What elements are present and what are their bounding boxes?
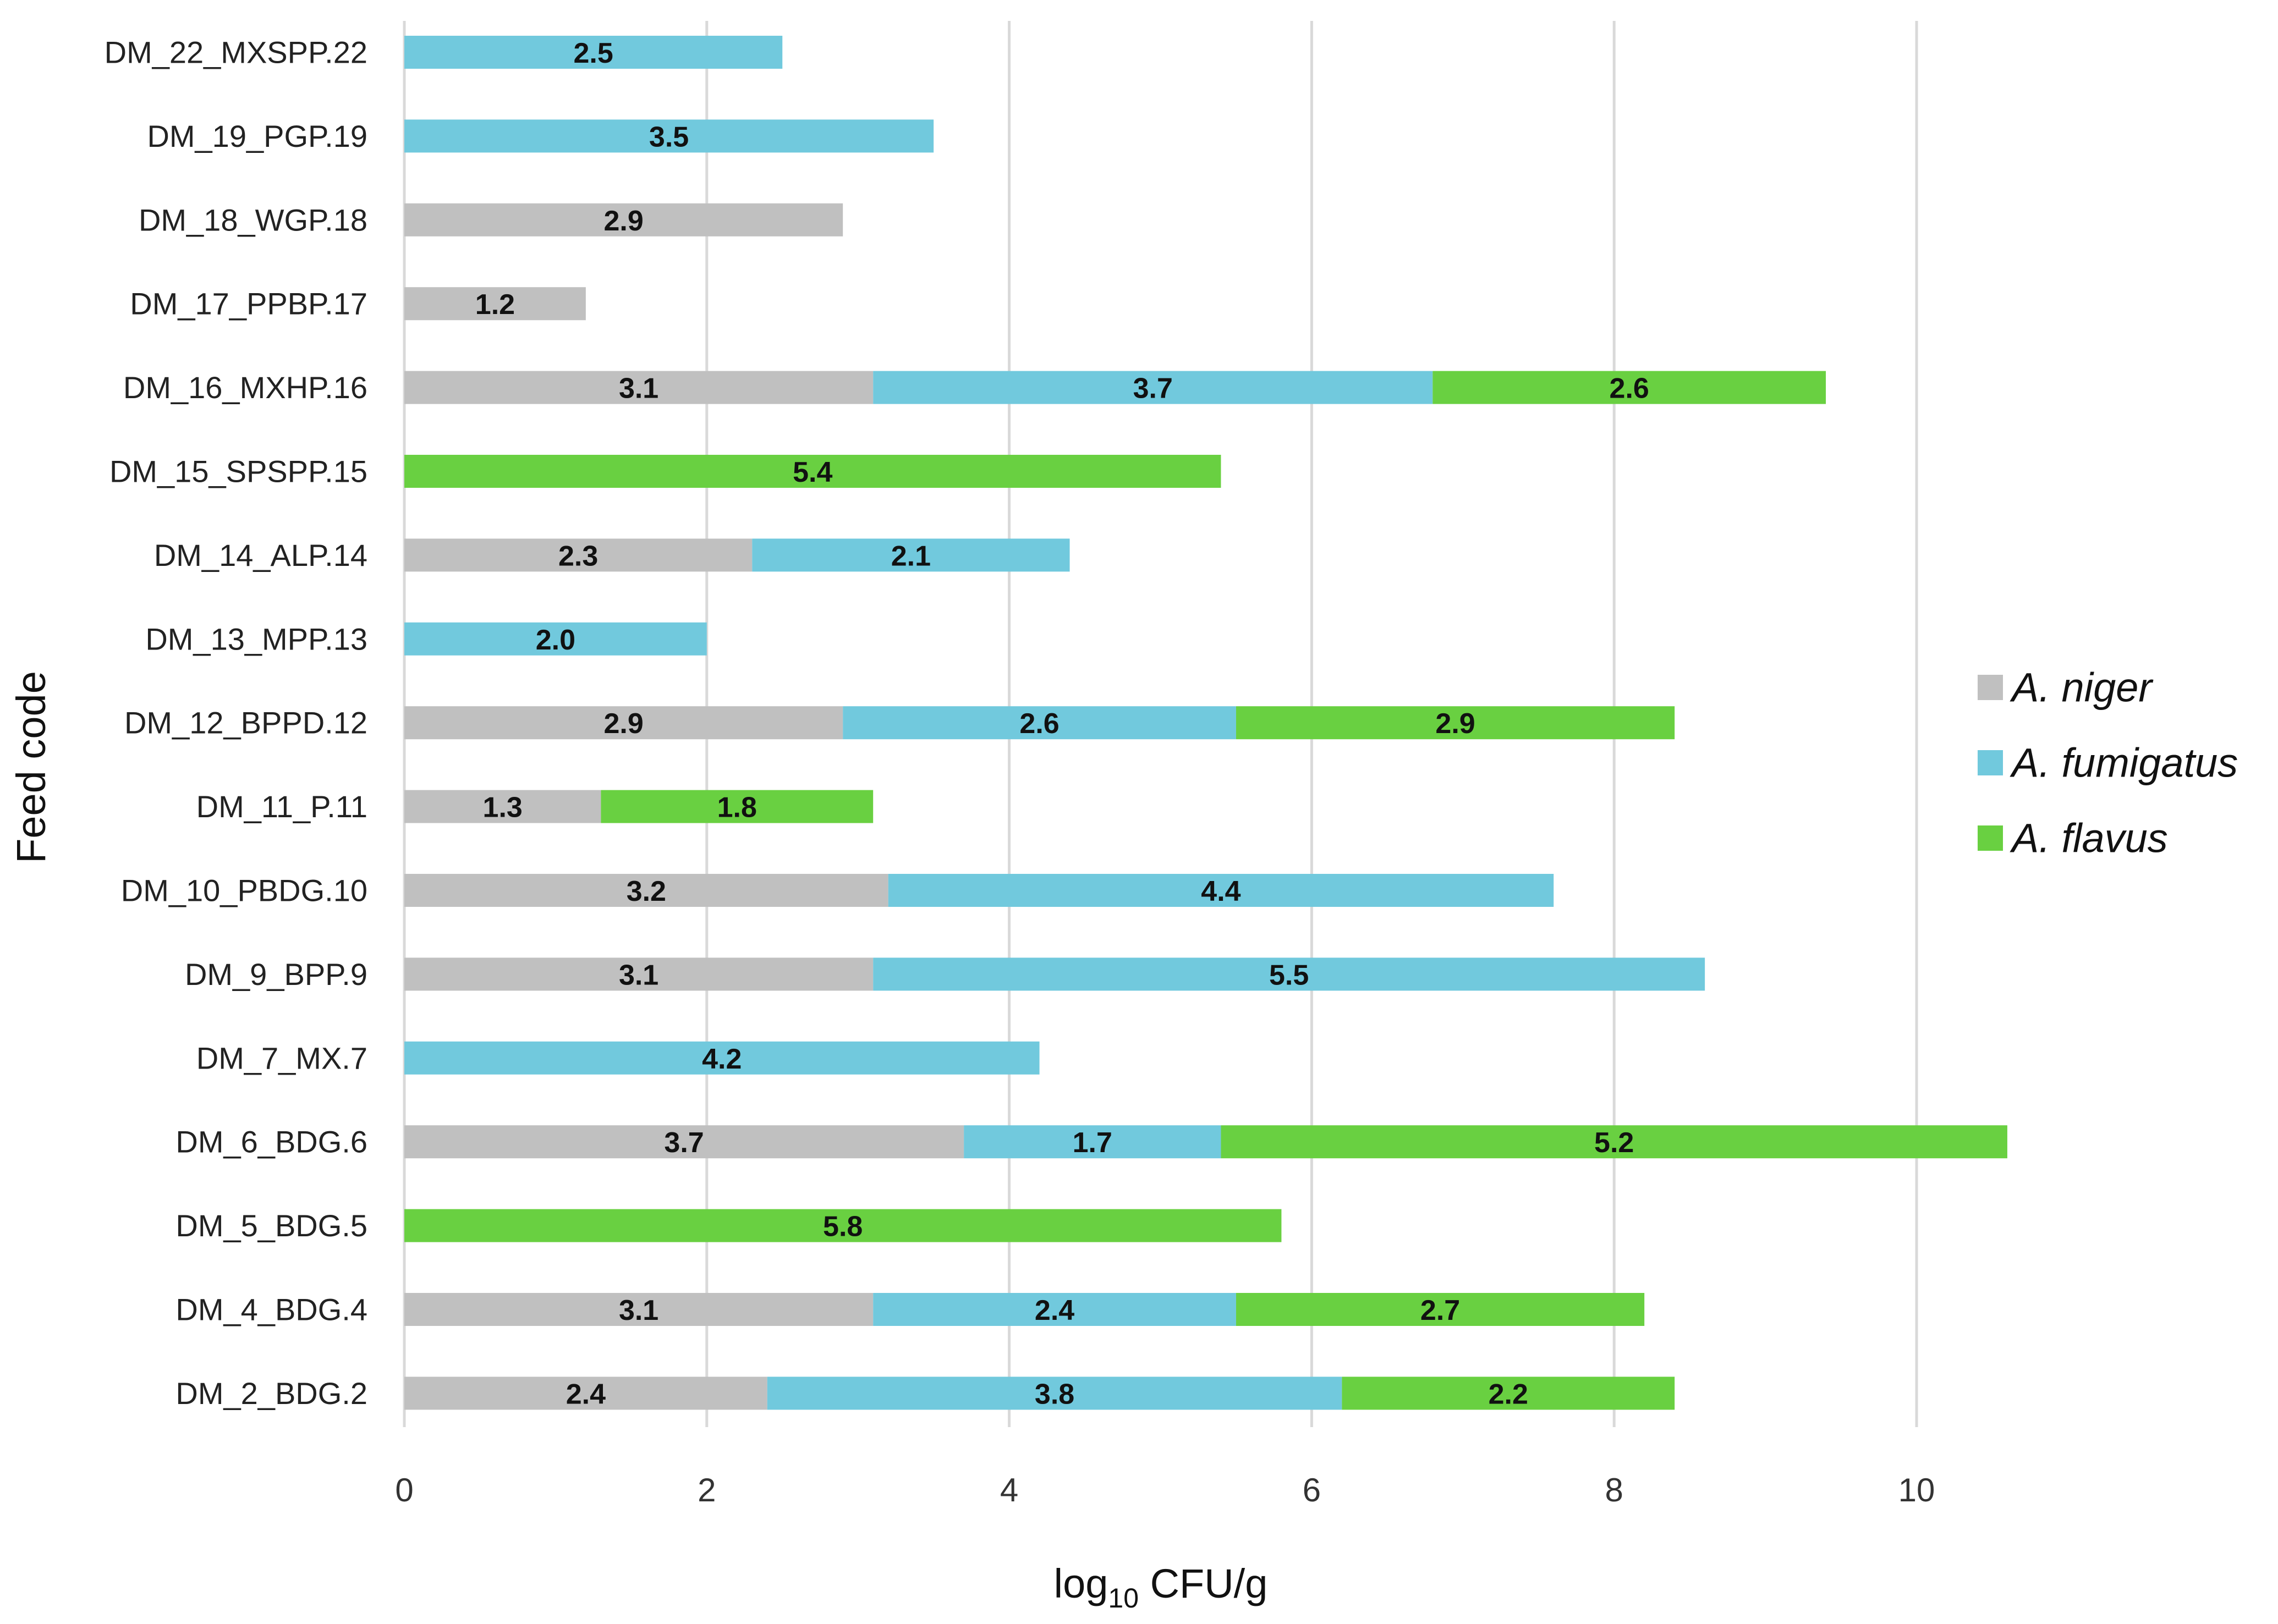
bar-segment-afumigatus xyxy=(888,874,1554,907)
data-label: 2.1 xyxy=(891,540,931,572)
data-label: 2.9 xyxy=(603,708,643,740)
bar-segment-afumigatus xyxy=(404,119,934,153)
bar-segment-aflavus xyxy=(601,790,874,823)
bar-segment-afumigatus xyxy=(404,622,707,656)
bar-segment-aniger xyxy=(404,706,843,740)
bar-segment-afumigatus xyxy=(843,706,1236,740)
data-label: 4.4 xyxy=(1201,876,1240,907)
legend-swatch xyxy=(1978,675,2003,700)
data-label: 1.2 xyxy=(475,289,515,321)
data-label: 1.3 xyxy=(483,792,523,824)
data-label: 3.1 xyxy=(619,959,658,991)
category-label: DM_18_WGP.18 xyxy=(139,202,367,237)
bar-segment-aniger xyxy=(404,203,843,236)
bar-segment-aniger xyxy=(404,1377,767,1410)
bar-segment-aflavus xyxy=(404,455,1221,488)
data-label: 2.7 xyxy=(1420,1295,1460,1326)
data-label: 5.5 xyxy=(1269,959,1309,991)
category-label: DM_15_SPSPP.15 xyxy=(109,454,367,489)
bar-segment-aflavus xyxy=(1342,1377,1675,1410)
bar-segment-afumigatus xyxy=(404,1041,1040,1075)
data-label: 2.4 xyxy=(566,1378,606,1410)
data-label: 3.8 xyxy=(1035,1378,1074,1410)
data-label: 2.9 xyxy=(603,205,643,237)
bar-segment-aniger xyxy=(404,1293,874,1326)
data-label: 3.7 xyxy=(1133,373,1173,405)
bar-segment-afumigatus xyxy=(767,1377,1342,1410)
bar-segment-aniger xyxy=(404,790,601,823)
x-axis-title: log10 CFU/g xyxy=(1054,1561,1268,1614)
data-label: 3.2 xyxy=(627,876,666,907)
legend-label: A. flavus xyxy=(2010,816,2168,861)
bars xyxy=(404,36,2007,1410)
bar-segment-aflavus xyxy=(1221,1125,2007,1159)
legend-swatch xyxy=(1978,825,2003,851)
category-label: DM_12_BPPD.12 xyxy=(124,706,367,740)
data-label: 3.1 xyxy=(619,373,658,405)
data-label: 1.8 xyxy=(717,792,757,824)
category-label: DM_11_P.11 xyxy=(196,789,367,824)
bar-segment-aniger xyxy=(404,538,753,572)
category-label: DM_2_BDG.2 xyxy=(175,1376,367,1411)
data-label: 4.2 xyxy=(702,1043,742,1075)
data-label: 3.5 xyxy=(649,121,689,153)
legend-label: A. niger xyxy=(2010,665,2154,711)
legend-label: A. fumigatus xyxy=(2010,740,2238,786)
bar-segment-afumigatus xyxy=(752,538,1070,572)
bar-segment-aniger xyxy=(404,371,874,404)
legend: A. niger A. fumigatus A. flavus xyxy=(1978,665,2238,861)
x-tick-label-8: 8 xyxy=(1605,1472,1623,1509)
bar-segment-aflavus xyxy=(404,1209,1282,1242)
category-label: DM_14_ALP.14 xyxy=(154,538,367,572)
data-label: 2.6 xyxy=(1019,708,1059,740)
bar-segment-afumigatus xyxy=(873,957,1705,991)
labels: DM_22_MXSPP.22 2.5 DM_19_PGP.19 3.5 DM_18_WG… xyxy=(105,35,1649,1411)
x-tick-label-2: 2 xyxy=(698,1472,716,1509)
data-label: 3.7 xyxy=(664,1127,704,1159)
category-label: DM_22_MXSPP.22 xyxy=(105,35,367,70)
data-label: 5.2 xyxy=(1594,1127,1634,1159)
bar-segment-afumigatus xyxy=(404,36,783,69)
category-label: DM_16_MXHP.16 xyxy=(123,370,367,405)
x-tick-label-4: 4 xyxy=(1000,1472,1018,1509)
category-label: DM_4_BDG.4 xyxy=(175,1292,367,1327)
legend-swatch xyxy=(1978,750,2003,775)
category-label: DM_17_PPBP.17 xyxy=(130,287,367,321)
data-label: 2.0 xyxy=(536,624,575,656)
bar-segment-aflavus xyxy=(1432,371,1826,404)
x-tick-label-0: 0 xyxy=(395,1472,413,1509)
axes: 0 2 4 6 8 10 Feed code log10 CFU/g xyxy=(8,671,1935,1614)
data-label: 2.3 xyxy=(558,540,598,572)
category-label: DM_5_BDG.5 xyxy=(175,1208,367,1243)
x-tick-label-10: 10 xyxy=(1898,1472,1935,1509)
category-label: DM_7_MX.7 xyxy=(196,1041,367,1075)
data-label: 2.2 xyxy=(1489,1378,1528,1410)
bar-segment-aflavus xyxy=(1236,706,1675,740)
bar-segment-afumigatus xyxy=(964,1125,1221,1159)
y-axis-title: Feed code xyxy=(8,671,54,863)
category-label: DM_9_BPP.9 xyxy=(185,957,367,992)
category-label: DM_10_PBDG.10 xyxy=(121,873,367,908)
bar-segment-afumigatus xyxy=(873,1293,1236,1326)
category-label: DM_19_PGP.19 xyxy=(147,119,367,153)
bar-segment-aniger xyxy=(404,1125,964,1159)
category-label: DM_13_MPP.13 xyxy=(145,621,367,656)
bar-segment-aniger xyxy=(404,874,888,907)
x-tick-label-6: 6 xyxy=(1303,1472,1321,1509)
bar-segment-aflavus xyxy=(1236,1293,1645,1326)
data-label: 3.1 xyxy=(619,1295,658,1326)
data-label: 5.4 xyxy=(793,456,832,488)
bar-segment-aniger xyxy=(404,287,586,321)
data-label: 2.6 xyxy=(1610,373,1649,405)
bar-segment-afumigatus xyxy=(873,371,1433,404)
data-label: 2.5 xyxy=(573,37,613,69)
data-label: 2.4 xyxy=(1035,1295,1074,1326)
category-label: DM_6_BDG.6 xyxy=(175,1125,367,1159)
data-label: 5.8 xyxy=(823,1211,863,1243)
bar-segment-aniger xyxy=(404,957,874,991)
data-label: 2.9 xyxy=(1435,708,1475,740)
data-label: 1.7 xyxy=(1073,1127,1112,1159)
